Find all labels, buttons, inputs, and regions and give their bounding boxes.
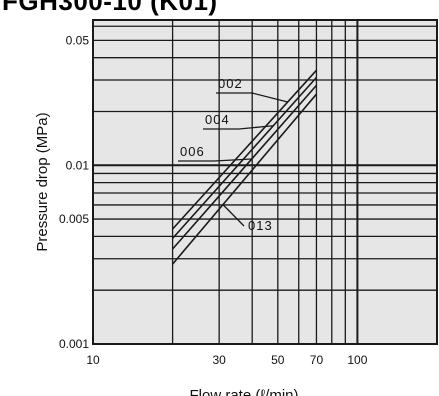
- series-leaders: 002 004 006 013: [178, 76, 288, 233]
- y-tick-label: 0.01: [66, 158, 90, 172]
- x-axis-title: Flow rate (ℓ/min): [189, 387, 298, 396]
- series-line-013: [171, 93, 318, 265]
- y-tick-label: 0.001: [59, 337, 89, 351]
- y-tick-label: 0.005: [59, 212, 89, 226]
- series-lines: [171, 69, 318, 265]
- series-label-004: 004: [205, 112, 230, 127]
- x-tick-label: 100: [347, 353, 367, 367]
- y-tick-label: 0.05: [66, 33, 90, 47]
- series-label-013: 013: [248, 218, 273, 233]
- series-label-002: 002: [218, 76, 243, 91]
- leader-line-004: [238, 125, 274, 130]
- x-tick-label: 50: [271, 353, 285, 367]
- series-line-002: [172, 69, 317, 230]
- grid: [92, 19, 438, 345]
- series-line-004: [172, 76, 317, 239]
- y-axis-title: Pressure drop (MPa): [34, 112, 51, 251]
- leader-line-013: [222, 204, 245, 227]
- tick-labels: 10 30 50 70 100 0.05 0.01 0.005 0.001: [59, 33, 368, 367]
- series-label-006: 006: [180, 144, 205, 159]
- leader-line-006: [213, 158, 252, 162]
- chart-title: FGH300-10 (K01): [2, 0, 218, 16]
- leader-line-002: [251, 92, 288, 103]
- series-line-006: [171, 84, 318, 250]
- plot-frame: [92, 19, 438, 345]
- x-tick-label: 10: [86, 353, 100, 367]
- x-tick-label: 70: [310, 353, 324, 367]
- x-tick-label: 30: [212, 353, 226, 367]
